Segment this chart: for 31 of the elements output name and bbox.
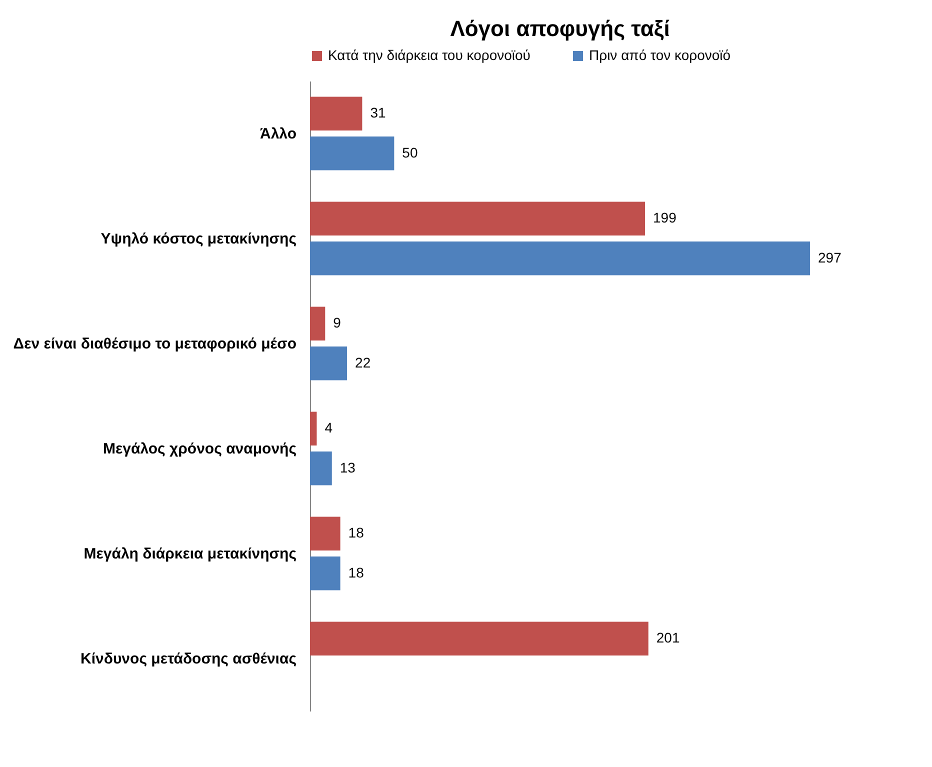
data-label: 201: [656, 630, 680, 646]
bar: [310, 306, 326, 341]
data-label: 297: [818, 249, 842, 266]
data-label: 13: [340, 459, 356, 476]
y-tick-label: Υψηλό κόστος μετακίνησης: [100, 230, 297, 248]
y-tick-label: Κίνδυνος μετάδοσης ασθένιας: [80, 650, 297, 668]
legend-label: Πριν από τον κορονοϊό: [589, 47, 731, 63]
bar: [310, 96, 362, 131]
data-label: 199: [653, 210, 677, 226]
bar: [310, 346, 348, 380]
bar: [310, 516, 340, 551]
data-label: 4: [324, 420, 333, 436]
bar: [310, 412, 317, 446]
data-label: 9: [333, 314, 342, 331]
legend-label: Κατά την διάρκεια του κορονοϊού: [328, 47, 530, 63]
y-tick-label: Άλλο: [260, 126, 296, 142]
bar: [310, 451, 332, 486]
data-label: 22: [355, 354, 371, 370]
data-label: 31: [370, 104, 386, 121]
data-label: 50: [402, 144, 418, 160]
y-tick-label: Δεν είναι διαθέσιμο το μεταφορικό μέσο: [13, 336, 296, 352]
data-label: 18: [348, 564, 364, 580]
bar: [310, 556, 340, 590]
bar: [310, 241, 810, 276]
bar: [310, 202, 646, 236]
bar: [310, 136, 394, 170]
bar: [310, 622, 648, 656]
y-tick-label: Μεγάλος χρόνος αναμονής: [103, 440, 297, 458]
chart-title: Λόγοι αποφυγής ταξί: [450, 16, 670, 41]
y-tick-label: Μεγάλη διάρκεια μετακίνησης: [84, 546, 297, 562]
data-label: 18: [348, 524, 364, 541]
